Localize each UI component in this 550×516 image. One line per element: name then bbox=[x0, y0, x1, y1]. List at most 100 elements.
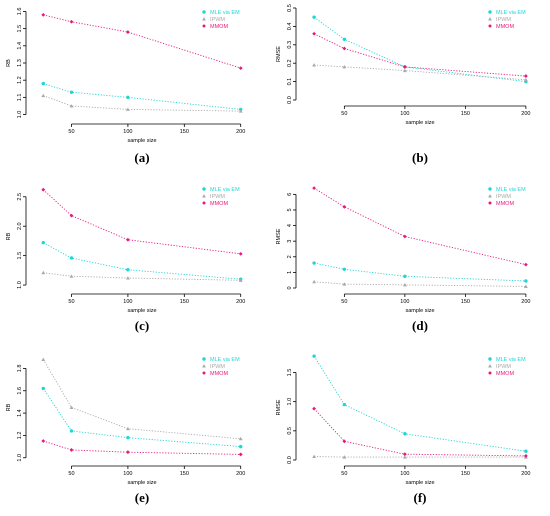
data-point bbox=[342, 204, 347, 209]
x-tick-label: 150 bbox=[180, 299, 189, 305]
data-point bbox=[238, 278, 243, 282]
panel-caption: (b) bbox=[412, 150, 428, 165]
x-axis-label: sample size bbox=[405, 120, 434, 126]
data-point bbox=[312, 279, 317, 284]
y-axis-label: RB bbox=[6, 232, 12, 240]
panel-caption: (d) bbox=[412, 318, 428, 333]
data-point bbox=[342, 455, 347, 459]
data-point bbox=[41, 12, 46, 17]
y-tick-label: 0 bbox=[287, 286, 293, 289]
data-point bbox=[126, 435, 130, 440]
y-axis-label: RB bbox=[6, 59, 12, 67]
y-tick-label: 0.3 bbox=[287, 41, 293, 49]
y-tick-label: 1.2 bbox=[17, 432, 23, 440]
legend-marker bbox=[202, 357, 206, 361]
y-tick-label: 1.0 bbox=[17, 111, 23, 119]
y-tick-label: 1.4 bbox=[17, 42, 23, 50]
x-tick-label: 50 bbox=[341, 111, 347, 117]
x-tick-label: 100 bbox=[400, 471, 409, 477]
data-point bbox=[523, 454, 528, 458]
y-axis-label: RMSE bbox=[276, 228, 282, 244]
panel-caption: (f) bbox=[414, 490, 427, 505]
legend-marker bbox=[488, 17, 492, 21]
x-axis-label: sample size bbox=[405, 480, 434, 486]
y-axis-label: RB bbox=[6, 403, 12, 411]
y-tick-label: 3 bbox=[287, 240, 293, 243]
y-tick-label: 0.0 bbox=[287, 456, 293, 464]
data-point bbox=[402, 282, 407, 287]
panel-caption: (e) bbox=[135, 490, 149, 505]
legend-marker bbox=[202, 194, 206, 198]
y-tick-label: 2.0 bbox=[17, 222, 23, 230]
x-tick-label: 150 bbox=[461, 299, 470, 305]
x-tick-label: 100 bbox=[123, 129, 132, 135]
data-point bbox=[238, 109, 243, 113]
series-line bbox=[314, 281, 526, 287]
legend-marker bbox=[488, 24, 492, 28]
panel-caption: (c) bbox=[135, 318, 149, 333]
legend-marker bbox=[202, 187, 206, 191]
series-line bbox=[313, 355, 526, 452]
x-axis-label: sample size bbox=[127, 308, 156, 314]
data-point bbox=[342, 64, 347, 69]
y-tick-label: 4 bbox=[287, 224, 293, 227]
chart-panel: 50 100 150 200 0 1 2 3 4 5 6 sample size RMSE MLE via… bbox=[276, 186, 530, 333]
legend-label: MLE via EM bbox=[210, 10, 240, 16]
legend-label: MMOM bbox=[210, 371, 228, 377]
data-point bbox=[523, 74, 528, 78]
y-tick-label: 0.0 bbox=[287, 96, 293, 104]
legend-marker bbox=[202, 10, 206, 14]
x-tick-label: 150 bbox=[461, 471, 470, 477]
legend-label: IPWM bbox=[210, 194, 225, 200]
y-tick-label: 1.0 bbox=[17, 454, 23, 462]
y-tick-label: 6 bbox=[287, 193, 293, 196]
chart-panel: 50 100 150 200 1.0 1.2 1.4 1.6 1.8 sample size RB M… bbox=[6, 357, 245, 505]
data-point bbox=[524, 449, 528, 453]
data-point bbox=[69, 429, 74, 433]
x-tick-label: 150 bbox=[461, 111, 470, 117]
y-tick-label: 2 bbox=[287, 255, 293, 258]
y-tick-label: 1.5 bbox=[17, 25, 23, 33]
legend-label: MLE via EM bbox=[210, 187, 240, 193]
x-tick-label: 100 bbox=[400, 299, 409, 305]
data-point bbox=[69, 405, 74, 410]
y-tick-label: 1.0 bbox=[17, 281, 23, 289]
x-tick-label: 50 bbox=[68, 299, 74, 305]
series-line bbox=[313, 16, 526, 83]
data-point bbox=[125, 30, 130, 34]
data-point bbox=[41, 187, 46, 192]
y-tick-label: 1 bbox=[287, 271, 293, 274]
legend-marker bbox=[488, 357, 492, 361]
data-point bbox=[312, 406, 317, 411]
legend-label: IPWM bbox=[210, 17, 225, 23]
y-tick-label: 1.1 bbox=[17, 94, 23, 102]
data-point bbox=[312, 261, 316, 265]
x-axis-label: sample size bbox=[405, 308, 434, 314]
legend-label: MLE via EM bbox=[496, 10, 526, 16]
data-point bbox=[342, 402, 347, 407]
legend-marker bbox=[488, 201, 492, 205]
legend-label: MMOM bbox=[496, 24, 514, 30]
y-tick-label: 0.2 bbox=[287, 59, 293, 67]
data-point bbox=[312, 15, 316, 19]
data-point bbox=[41, 93, 46, 98]
data-point bbox=[312, 63, 317, 67]
y-axis-label: RMSE bbox=[276, 46, 282, 62]
legend-marker bbox=[488, 194, 492, 198]
legend-label: MLE via EM bbox=[496, 357, 526, 363]
y-tick-label: 5 bbox=[287, 208, 293, 211]
series-line bbox=[43, 95, 241, 112]
legend-marker bbox=[202, 371, 206, 375]
data-point bbox=[125, 450, 130, 455]
y-tick-label: 2.5 bbox=[17, 193, 23, 201]
y-tick-label: 1.2 bbox=[17, 76, 23, 84]
chart-panel: 50 100 150 200 0.0 0.1 0.2 0.3 0.4 0.5 sample size… bbox=[276, 4, 530, 165]
chart-panel: 50 100 150 200 1.0 1.1 1.2 1.3 1.4 1.5 1.6 sample s… bbox=[6, 8, 245, 165]
data-point bbox=[126, 268, 130, 272]
data-point bbox=[342, 37, 347, 41]
data-point bbox=[238, 436, 243, 441]
legend-marker bbox=[202, 201, 206, 205]
data-point bbox=[402, 64, 407, 69]
data-point bbox=[41, 240, 45, 245]
x-tick-label: 200 bbox=[521, 471, 530, 477]
